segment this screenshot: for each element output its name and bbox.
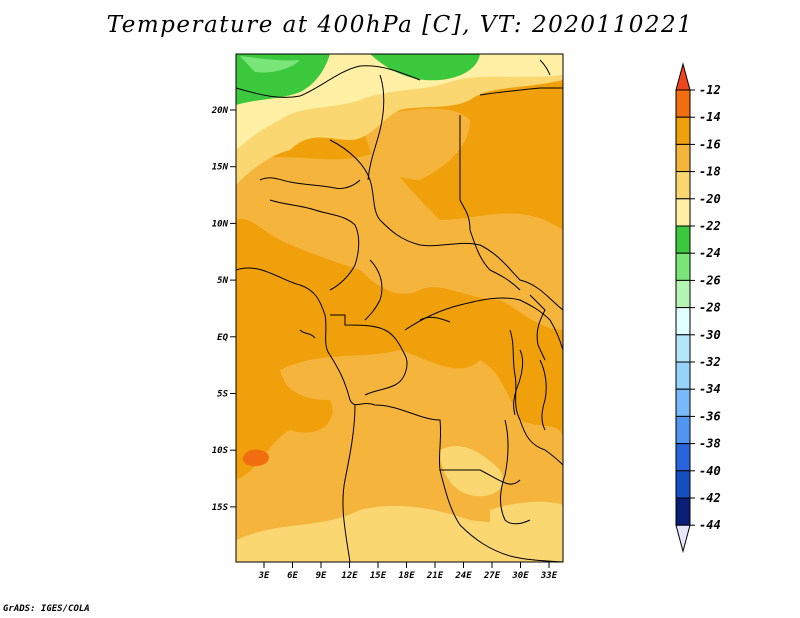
lon-label: 6E: [287, 571, 298, 581]
colorbar-label: -20: [699, 192, 721, 206]
colorbar-label: -36: [699, 409, 721, 423]
lat-label: EQ: [217, 333, 228, 343]
colorbar-label: -22: [699, 219, 721, 233]
colorbar-label: -24: [699, 246, 721, 260]
lat-label: 10S: [212, 446, 229, 456]
colorbar-swatch: [675, 116, 691, 145]
lon-label: 15E: [370, 571, 387, 581]
lat-label: 5S: [217, 390, 228, 400]
map-frame: [235, 53, 564, 563]
political-boundaries: [236, 59, 563, 562]
lat-label: 15N: [212, 163, 229, 173]
colorbar-swatch: [675, 334, 691, 363]
colorbar-label: -28: [699, 301, 721, 315]
colorbar-label: -30: [699, 328, 721, 342]
colorbar-swatch: [675, 361, 691, 390]
lon-label: 27E: [483, 571, 501, 581]
colorbar-label: -34: [699, 382, 721, 396]
colorbar-swatch: [675, 470, 691, 499]
lon-label: 12E: [341, 571, 358, 581]
colorbar-swatch: [675, 443, 691, 472]
lat-label: 5N: [217, 276, 228, 286]
colorbar-swatch: [675, 415, 691, 445]
colorbar-swatch: [675, 143, 691, 173]
colorbar-swatch: [675, 497, 691, 526]
colorbar-label: -14: [699, 110, 721, 124]
colorbar-label: -26: [699, 273, 721, 287]
lon-label: 30E: [511, 571, 529, 581]
colorbar-label: -44: [699, 518, 721, 532]
longitude-axis: 3E 6E 9E 12E 15E 18E 21E 24E 27E 30E 33E: [258, 562, 558, 581]
grads-credit: GrADS: IGES/COLA: [3, 604, 90, 614]
colorbar-lower-arrow: [675, 524, 691, 554]
colorbar-swatch: [675, 198, 691, 227]
colorbar-upper-arrow: [675, 62, 691, 91]
lat-label: 20N: [211, 106, 229, 116]
colorbar-label: -18: [699, 165, 721, 179]
lon-label: 3E: [258, 571, 270, 581]
colorbar-swatch: [675, 307, 691, 336]
colorbar-label: -38: [699, 437, 721, 451]
colorbar-label: -32: [699, 355, 721, 369]
colorbar-swatch: [675, 388, 691, 417]
lat-label: 10N: [212, 219, 229, 229]
colorbar-label: -16: [699, 137, 721, 151]
lat-label: 15S: [212, 503, 229, 513]
colorbar-label: -42: [699, 491, 721, 505]
colorbar-legend: -12 -14 -16 -18 -20 -22 -24 -26 -28 -30 -32 -34 -36 -…: [675, 62, 721, 554]
colorbar-swatch: [675, 171, 691, 200]
lon-label: 9E: [316, 571, 327, 581]
colorbar-swatch: [675, 252, 691, 281]
map-title: Temperature at 400hPa [C], VT: 202011022…: [106, 12, 694, 38]
lon-label: 33E: [540, 571, 558, 581]
latitude-axis: 20N 15N 10N 5N EQ 5S 10S 15S: [211, 106, 236, 513]
lon-label: 21E: [426, 571, 444, 581]
colorbar-label: -12: [699, 83, 721, 97]
temperature-field: [236, 54, 563, 562]
colorbar-swatch: [675, 89, 691, 118]
colorbar-label: -40: [699, 464, 721, 478]
lon-label: 18E: [398, 571, 415, 581]
lon-label: 24E: [454, 571, 472, 581]
colorbar-swatch: [675, 225, 691, 254]
colorbar-swatch: [675, 279, 691, 309]
